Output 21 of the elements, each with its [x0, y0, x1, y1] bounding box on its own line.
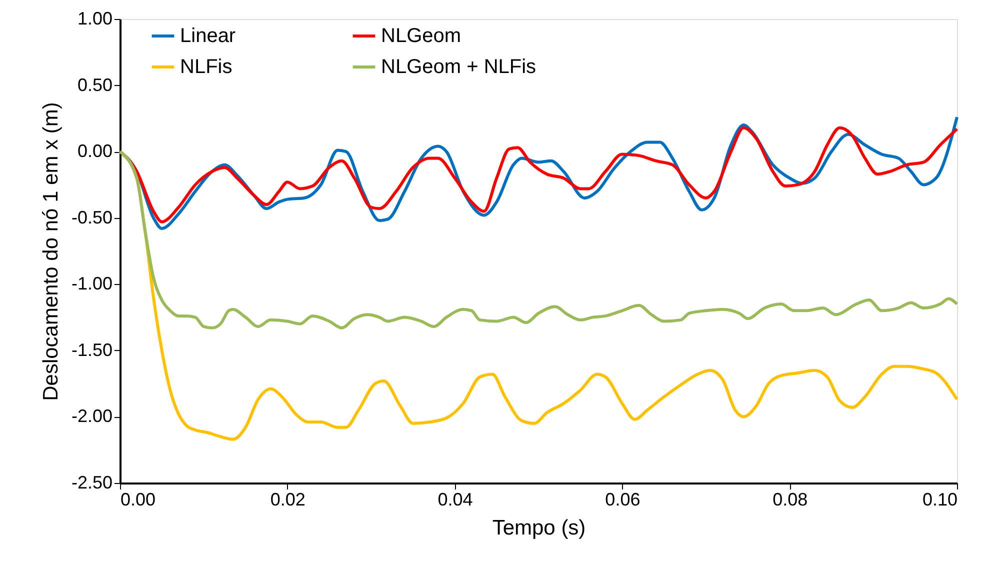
y-axis-title: Deslocamento do nó 1 em x (m) [39, 102, 62, 401]
x-tick-label: 0.00 [120, 490, 156, 510]
legend-label: NLGeom [381, 25, 462, 47]
legend-label: Linear [180, 25, 236, 47]
y-tick-label: 0.00 [77, 141, 112, 162]
x-axis-title: Tempo (s) [492, 516, 586, 540]
y-tick-label: 1.00 [77, 8, 112, 28]
y-tick-label: 0.50 [77, 74, 112, 95]
x-tick-label: 0.02 [270, 490, 306, 510]
y-tick-label: -0.50 [71, 207, 112, 228]
y-tick-label: -2.50 [71, 472, 112, 492]
legend-label: NLGeom + NLFis [381, 56, 536, 78]
x-tick-label: 0.06 [605, 490, 640, 510]
x-tick-label: 0.08 [772, 490, 808, 510]
x-tick-label: 0.04 [438, 490, 473, 510]
y-tick-label: -1.00 [71, 274, 112, 294]
y-tick-label: -1.50 [71, 340, 112, 360]
y-tick-label: -2.00 [71, 406, 112, 426]
x-tick-label: 0.10 [922, 490, 958, 510]
legend-label: NLFis [180, 56, 232, 78]
line-series [118, 150, 958, 330]
